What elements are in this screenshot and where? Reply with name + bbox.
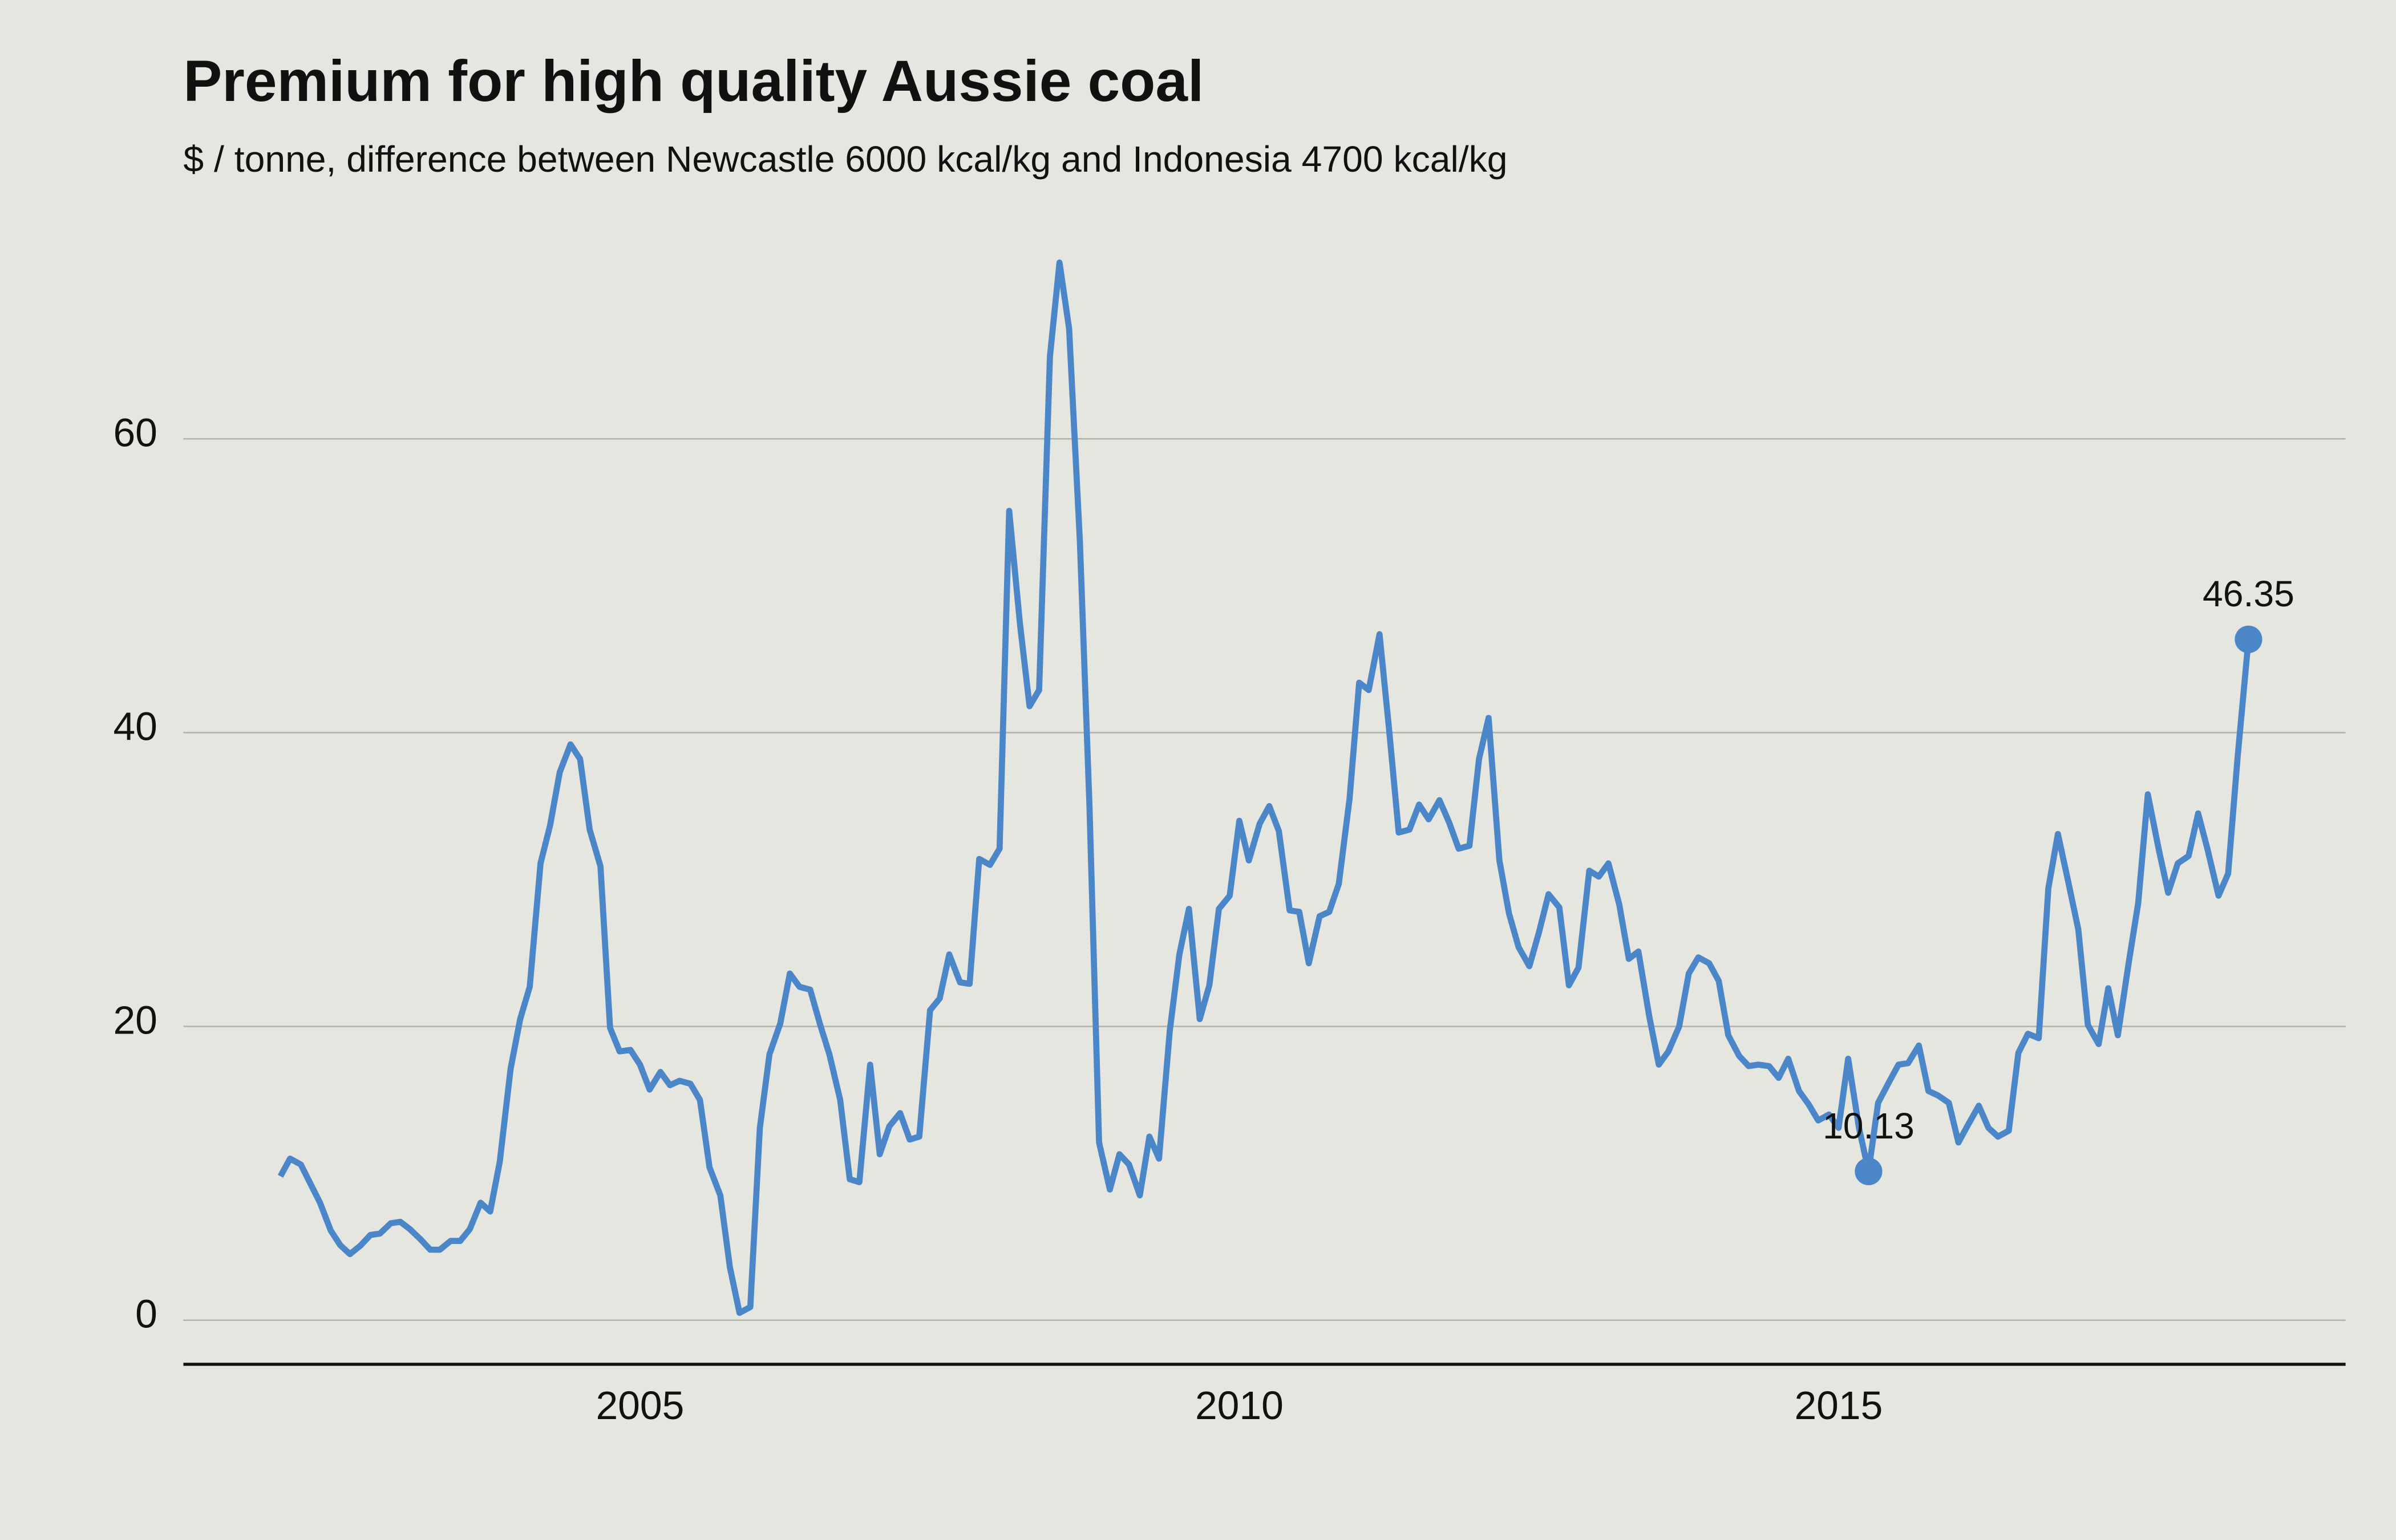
- chart-title: Premium for high quality Aussie coal: [183, 48, 1204, 114]
- annotation-dot: [1855, 1157, 1883, 1185]
- y-tick-label: 20: [113, 998, 157, 1043]
- annotation-label: 10.13: [1823, 1105, 1915, 1146]
- annotation-label: 46.35: [2203, 573, 2294, 614]
- data-line: [277, 259, 2252, 1316]
- annotation-dot: [2235, 625, 2263, 654]
- y-tick-label: 40: [113, 704, 157, 749]
- chart-subtitle: $ / tonne, difference between Newcastle …: [183, 139, 1507, 180]
- y-tick-label: 60: [113, 410, 157, 455]
- y-tick-label: 0: [135, 1292, 157, 1336]
- x-tick-label: 2015: [1794, 1383, 1883, 1428]
- x-tick-label: 2010: [1195, 1383, 1284, 1428]
- x-tick-label: 2005: [596, 1383, 684, 1428]
